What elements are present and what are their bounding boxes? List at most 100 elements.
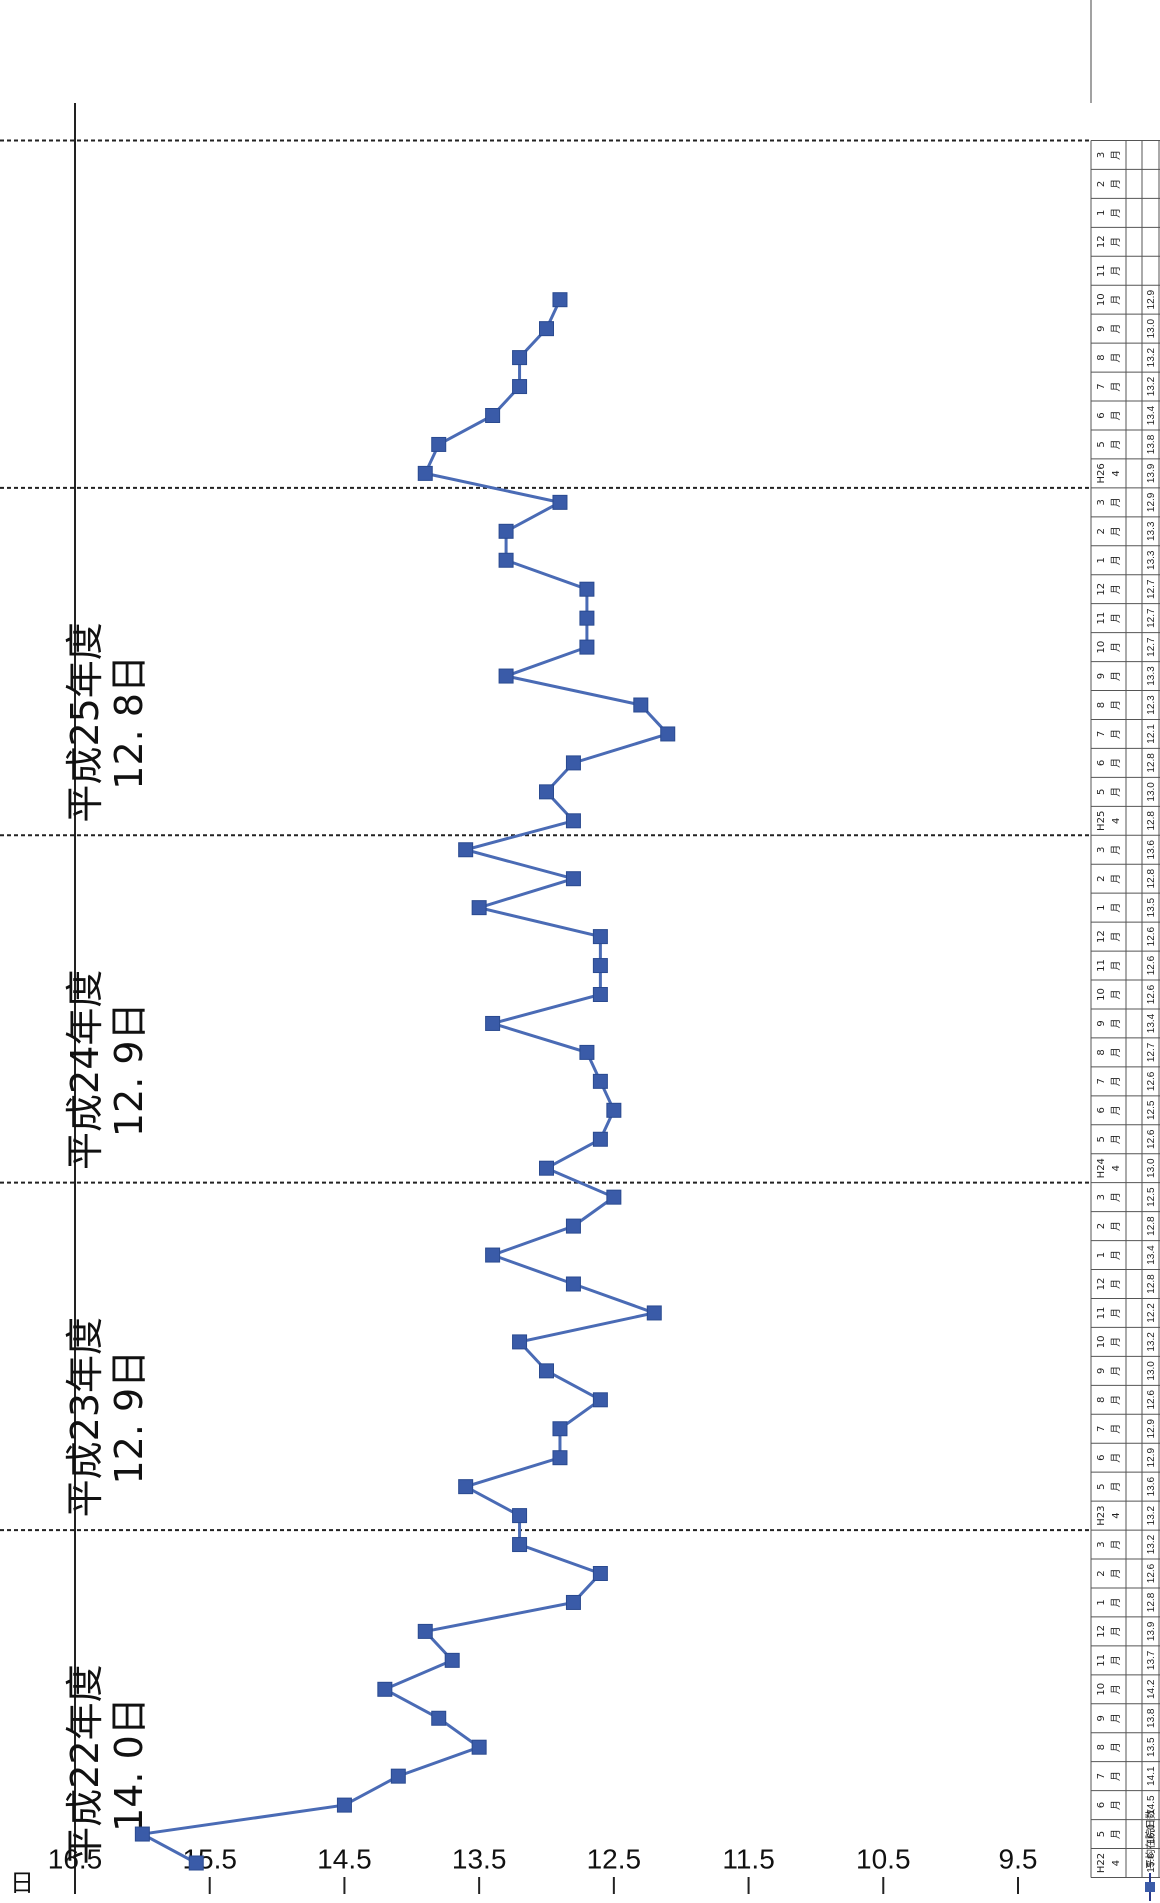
category-label-top: 3: [1096, 847, 1107, 853]
legend: 平均在院日数: [1144, 1809, 1157, 1901]
category-label-bottom: 月: [1110, 324, 1122, 334]
table-value: 13.0: [1146, 318, 1157, 338]
category-label-top: 3: [1096, 499, 1107, 505]
category-label-bottom: 月: [1110, 845, 1122, 855]
category-label-bottom: 月: [1110, 1279, 1122, 1289]
category-label-top: 5: [1096, 1483, 1107, 1489]
category-label-top: 6: [1096, 1802, 1107, 1808]
category-label-bottom: 月: [1110, 1540, 1122, 1550]
category-label-bottom: 月: [1110, 671, 1122, 681]
category-label-top: H22: [1096, 1853, 1107, 1873]
table-value: 13.3: [1146, 521, 1157, 541]
table-value: 14.5: [1146, 1795, 1157, 1815]
category-label-bottom: 月: [1110, 729, 1122, 739]
data-point: [498, 523, 514, 539]
category-label-top: 6: [1096, 1455, 1107, 1461]
category-label-bottom: 月: [1110, 1047, 1122, 1057]
table-value: 12.8: [1146, 869, 1157, 889]
category-label-top: 7: [1096, 1773, 1107, 1779]
category-label-bottom: 月: [1110, 150, 1122, 160]
data-point: [592, 958, 608, 974]
table-value: 12.5: [1146, 1100, 1157, 1120]
data-point: [539, 784, 554, 800]
legend-label: 平均在院日数: [1144, 1809, 1157, 1869]
data-point: [390, 1768, 406, 1784]
category-label-bottom: 月: [1110, 1395, 1122, 1405]
category-label-top: 9: [1096, 1368, 1107, 1374]
category-label-top: 6: [1096, 1107, 1107, 1113]
data-point: [377, 1681, 393, 1697]
category-label-bottom: 月: [1110, 932, 1122, 942]
category-label-bottom: 月: [1110, 1134, 1122, 1144]
data-point: [592, 1131, 608, 1147]
category-label-bottom: 月: [1110, 1800, 1122, 1810]
category-label-bottom: 月: [1110, 295, 1122, 305]
table-value: 12.6: [1146, 926, 1157, 946]
category-label-bottom: 月: [1110, 1626, 1122, 1636]
data-point: [512, 1537, 528, 1553]
table-value: 12.6: [1146, 955, 1157, 975]
table-value: 13.5: [1146, 897, 1157, 917]
table-value: 13.4: [1146, 1013, 1157, 1033]
table-value: 13.0: [1146, 782, 1157, 802]
category-label-top: 7: [1096, 383, 1107, 389]
category-label-bottom: 月: [1110, 1105, 1122, 1115]
category-label-top: 10: [1096, 988, 1107, 1001]
category-label-bottom: 月: [1110, 526, 1122, 536]
table-value: 13.5: [1146, 1737, 1157, 1757]
table-value: 12.9: [1146, 1419, 1157, 1439]
category-label-top: 2: [1096, 1570, 1107, 1576]
data-point: [539, 1160, 554, 1176]
data-point: [660, 726, 676, 742]
table-value: 12.9: [1146, 1448, 1157, 1468]
category-label-top: 10: [1096, 293, 1107, 306]
y-tick-label: 13.5: [452, 1843, 507, 1874]
data-point: [565, 1276, 581, 1292]
category-label-bottom: 月: [1110, 642, 1122, 652]
data-point: [336, 1797, 352, 1813]
data-point: [592, 987, 608, 1002]
category-label-top: 2: [1096, 1223, 1107, 1229]
category-label-top: 10: [1096, 641, 1107, 654]
category-label-top: 12: [1096, 930, 1107, 943]
category-label-bottom: 月: [1110, 1076, 1122, 1086]
category-label-bottom: 月: [1110, 1829, 1122, 1839]
data-point: [431, 436, 447, 452]
category-label-bottom: 月: [1110, 439, 1122, 449]
fiscal-year-average: 12. 9日: [107, 1002, 151, 1137]
category-label-top: 8: [1096, 1049, 1107, 1055]
data-point: [471, 900, 487, 916]
category-label-bottom: 4: [1111, 470, 1122, 476]
category-label-top: 12: [1096, 235, 1107, 248]
table-value: 12.7: [1146, 1042, 1157, 1062]
category-label-top: 1: [1096, 1252, 1107, 1258]
table-value: 14.2: [1146, 1679, 1157, 1699]
category-label-top: 8: [1096, 1397, 1107, 1403]
category-label-top: 11: [1096, 1654, 1107, 1667]
category-label-bottom: 月: [1110, 700, 1122, 710]
table-value: 13.6: [1146, 1476, 1157, 1496]
fiscal-year-average: 14. 0日: [107, 1697, 151, 1832]
category-label-bottom: 月: [1110, 179, 1122, 189]
data-point: [633, 697, 649, 713]
table-value: 13.3: [1146, 666, 1157, 686]
category-label-top: H25: [1096, 811, 1107, 831]
fiscal-year-average: 12. 9日: [107, 1350, 151, 1485]
data-point: [579, 610, 595, 626]
category-label-bottom: 月: [1110, 1655, 1122, 1665]
table-value: 13.2: [1146, 1505, 1157, 1525]
category-label-bottom: 月: [1110, 555, 1122, 565]
category-label-top: 1: [1096, 1599, 1107, 1605]
table-value: 12.5: [1146, 1187, 1157, 1207]
category-label-top: 9: [1096, 673, 1107, 679]
category-label-top: 7: [1096, 1078, 1107, 1084]
data-point: [134, 1826, 150, 1842]
table-value: 13.6: [1146, 840, 1157, 860]
category-label-top: 8: [1096, 702, 1107, 708]
category-label-top: 12: [1096, 1625, 1107, 1638]
fiscal-year-label: 平成22年度: [63, 1664, 107, 1864]
data-point: [579, 1044, 595, 1060]
category-label-bottom: 月: [1110, 497, 1122, 507]
table-value: 12.6: [1146, 984, 1157, 1004]
